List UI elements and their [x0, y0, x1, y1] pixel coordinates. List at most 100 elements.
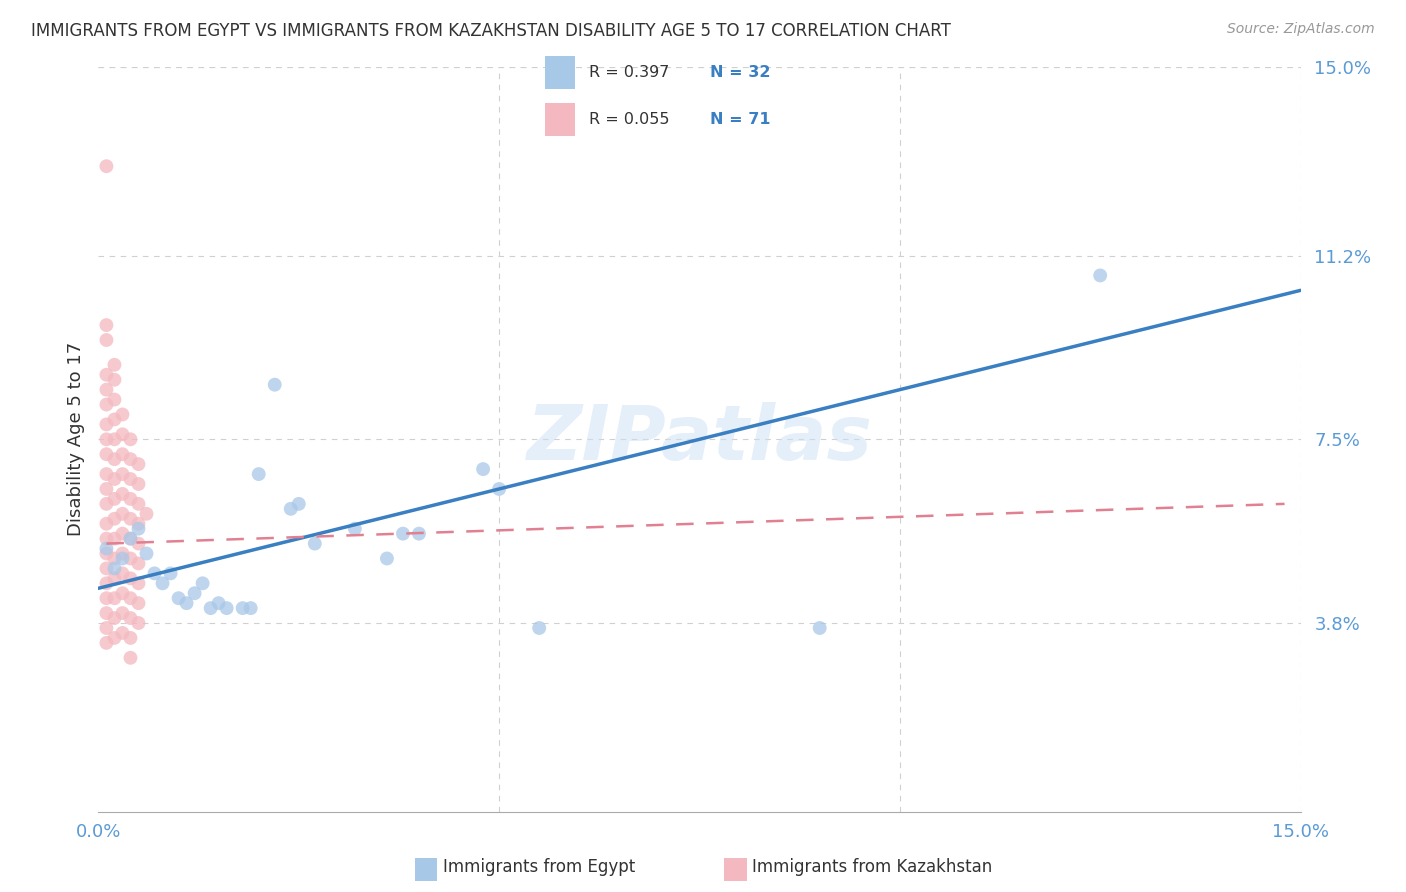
Point — [103, 571, 125, 585]
Point — [111, 447, 134, 461]
Point — [152, 576, 174, 591]
Point — [128, 497, 150, 511]
Point — [128, 557, 150, 571]
Point — [96, 417, 118, 432]
Point — [128, 457, 150, 471]
Y-axis label: Disability Age 5 to 17: Disability Age 5 to 17 — [66, 343, 84, 536]
Point — [103, 373, 125, 387]
Text: Source: ZipAtlas.com: Source: ZipAtlas.com — [1227, 22, 1375, 37]
Text: R = 0.055: R = 0.055 — [589, 112, 669, 127]
Point — [343, 522, 366, 536]
Point — [392, 526, 415, 541]
Text: IMMIGRANTS FROM EGYPT VS IMMIGRANTS FROM KAZAKHSTAN DISABILITY AGE 5 TO 17 CORRE: IMMIGRANTS FROM EGYPT VS IMMIGRANTS FROM… — [31, 22, 950, 40]
Point — [135, 507, 157, 521]
Point — [215, 601, 238, 615]
Point — [96, 482, 118, 496]
Point — [96, 591, 118, 606]
Point — [247, 467, 270, 481]
Point — [103, 392, 125, 407]
Point — [96, 576, 118, 591]
Point — [96, 621, 118, 635]
Text: Immigrants from Kazakhstan: Immigrants from Kazakhstan — [752, 858, 993, 876]
Point — [232, 601, 254, 615]
Point — [120, 433, 142, 447]
Point — [808, 621, 831, 635]
Point — [529, 621, 551, 635]
Point — [128, 477, 150, 491]
Point — [128, 522, 150, 536]
Point — [96, 636, 118, 650]
Point — [128, 536, 150, 550]
Point — [111, 626, 134, 640]
Point — [135, 547, 157, 561]
Point — [111, 606, 134, 620]
Text: Immigrants from Egypt: Immigrants from Egypt — [443, 858, 636, 876]
Text: R = 0.397: R = 0.397 — [589, 65, 669, 79]
Text: N = 32: N = 32 — [710, 65, 770, 79]
Point — [96, 532, 118, 546]
Point — [111, 408, 134, 422]
Point — [143, 566, 166, 581]
Point — [96, 497, 118, 511]
Text: ZIPatlas: ZIPatlas — [526, 402, 873, 476]
Point — [208, 596, 231, 610]
Point — [111, 526, 134, 541]
Point — [111, 586, 134, 600]
Point — [191, 576, 214, 591]
Point — [96, 447, 118, 461]
Point — [111, 507, 134, 521]
Point — [103, 358, 125, 372]
Point — [128, 615, 150, 630]
Point — [375, 551, 398, 566]
Point — [200, 601, 222, 615]
Point — [96, 383, 118, 397]
Point — [472, 462, 495, 476]
Point — [120, 571, 142, 585]
Point — [103, 452, 125, 467]
Point — [103, 561, 125, 575]
Point — [96, 547, 118, 561]
Point — [288, 497, 311, 511]
Point — [111, 487, 134, 501]
Point — [111, 467, 134, 481]
Point — [96, 368, 118, 382]
Point — [103, 472, 125, 486]
Point — [183, 586, 205, 600]
Point — [159, 566, 181, 581]
Point — [239, 601, 262, 615]
Point — [128, 576, 150, 591]
FancyBboxPatch shape — [546, 103, 575, 136]
Point — [96, 318, 118, 332]
Point — [280, 501, 302, 516]
Point — [111, 547, 134, 561]
Point — [103, 611, 125, 625]
Point — [103, 631, 125, 645]
Point — [120, 650, 142, 665]
Point — [120, 512, 142, 526]
Point — [96, 398, 118, 412]
Point — [96, 159, 118, 173]
Point — [167, 591, 190, 606]
Point — [96, 516, 118, 531]
Point — [96, 561, 118, 575]
Point — [111, 551, 134, 566]
Point — [120, 452, 142, 467]
Point — [120, 591, 142, 606]
Point — [263, 377, 285, 392]
Point — [120, 491, 142, 506]
Point — [103, 512, 125, 526]
Point — [128, 516, 150, 531]
Point — [1088, 268, 1111, 283]
Text: N = 71: N = 71 — [710, 112, 770, 127]
Point — [120, 532, 142, 546]
Point — [96, 541, 118, 556]
Point — [408, 526, 430, 541]
Point — [111, 566, 134, 581]
Point — [111, 427, 134, 442]
Point — [176, 596, 198, 610]
Point — [96, 467, 118, 481]
Point — [128, 596, 150, 610]
Point — [96, 433, 118, 447]
FancyBboxPatch shape — [546, 56, 575, 88]
Point — [120, 631, 142, 645]
